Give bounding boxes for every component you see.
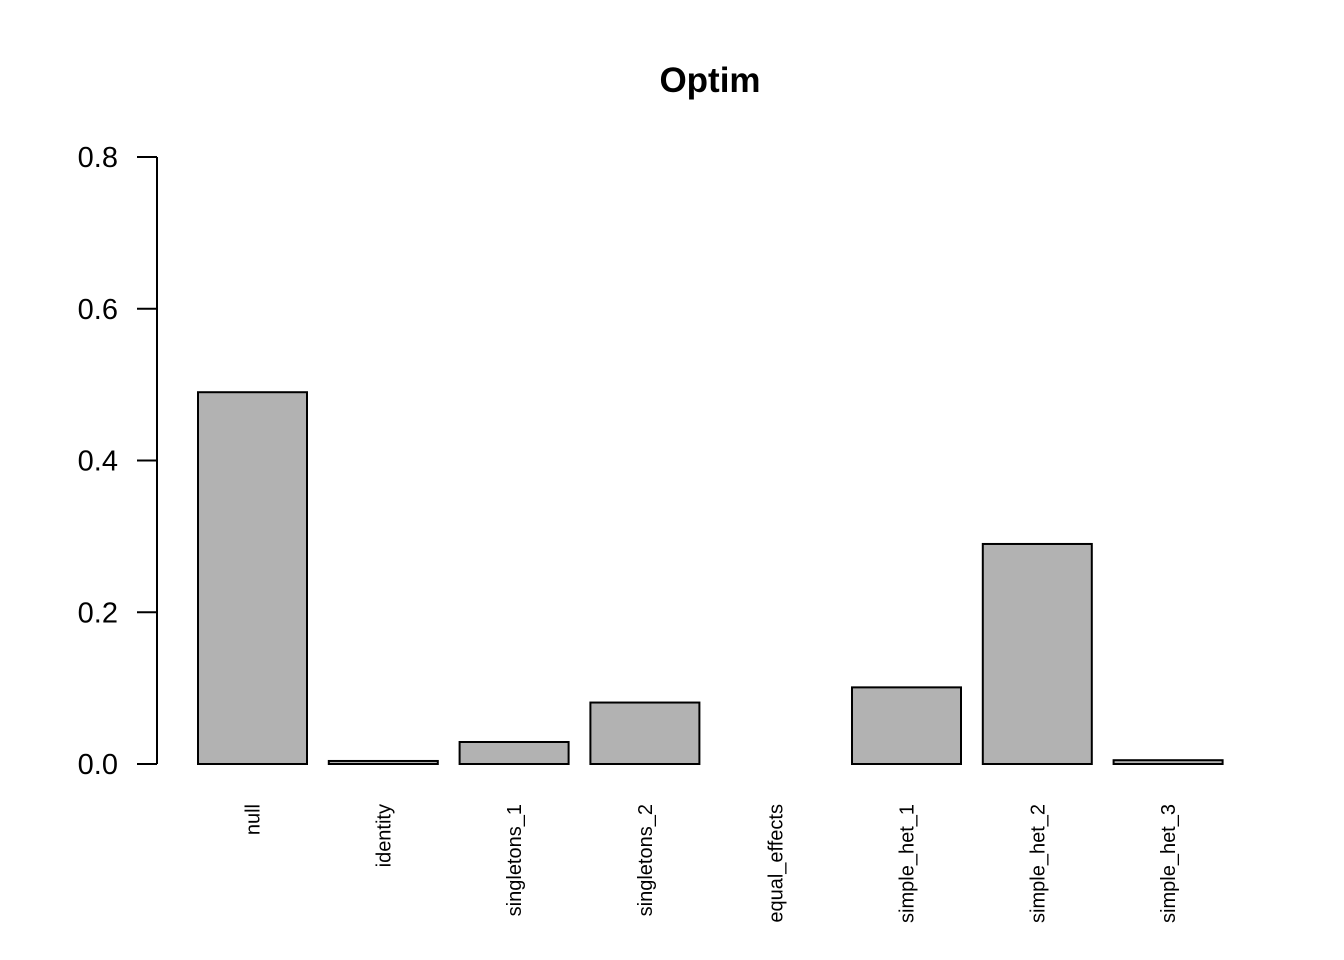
y-tick-label: 0.4 xyxy=(78,446,118,478)
x-tick-label: singletons_2 xyxy=(635,804,657,916)
bar-simple-het-3 xyxy=(1112,759,1224,765)
bar-simple-het-1 xyxy=(851,686,962,766)
x-tick-label: equal_effects xyxy=(766,804,788,923)
y-tick-label: 0.0 xyxy=(78,749,118,781)
x-tick-label: identity xyxy=(373,804,395,867)
chart-title: Optim xyxy=(659,61,760,100)
bar-singletons-1 xyxy=(458,740,570,766)
y-tick-label: 0.6 xyxy=(78,294,118,326)
x-tick-label: simple_het_1 xyxy=(897,804,919,923)
bar-null xyxy=(197,391,308,765)
x-tick-label: simple_het_2 xyxy=(1027,804,1049,923)
bar-singletons-2 xyxy=(589,701,701,766)
bar-identity xyxy=(327,759,439,766)
bar-simple-het-2 xyxy=(981,542,1093,766)
y-tick-label: 0.8 xyxy=(78,142,118,174)
x-tick-labels: null identity singletons_1 singletons_2 equa… xyxy=(243,804,1181,923)
y-axis: 0.0 0.2 0.4 0.6 0.8 xyxy=(78,142,158,781)
bars xyxy=(197,391,1224,766)
y-tick-label: 0.2 xyxy=(78,597,118,629)
x-tick-label: simple_het_3 xyxy=(1158,804,1180,923)
x-tick-label: null xyxy=(243,804,265,835)
x-tick-label: singletons_1 xyxy=(504,804,526,916)
